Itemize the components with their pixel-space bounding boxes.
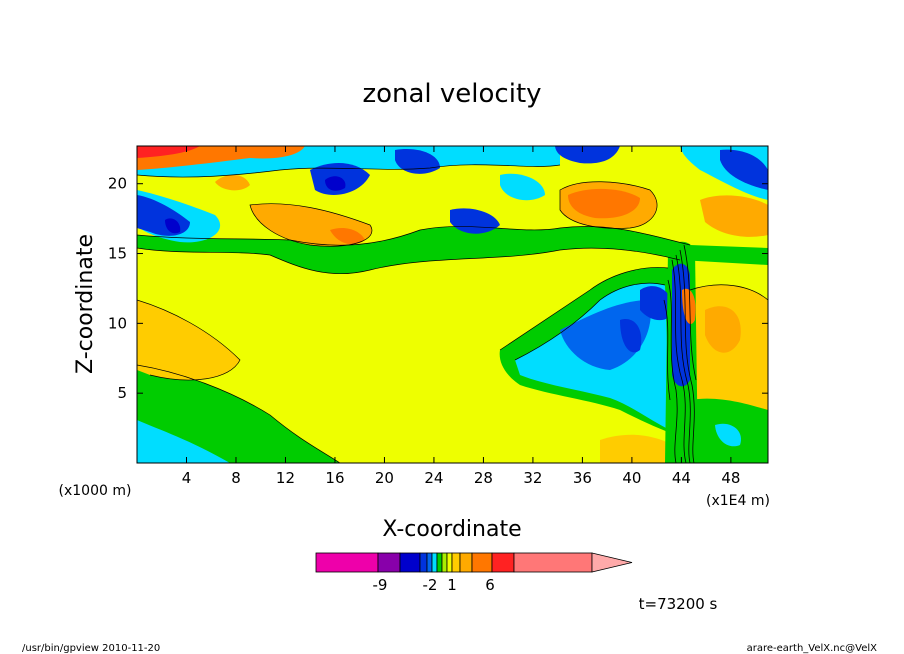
field-region bbox=[560, 300, 651, 370]
field-region bbox=[555, 146, 620, 164]
colorbar-swatch bbox=[459, 552, 473, 573]
colorbar-arrow bbox=[591, 552, 633, 573]
colorbar-swatch bbox=[451, 552, 461, 573]
chart-title: zonal velocity bbox=[362, 79, 541, 109]
colorbar-label: -9 bbox=[373, 576, 388, 594]
plot-area bbox=[137, 146, 768, 463]
colorbar-label: -2 bbox=[423, 576, 438, 594]
colorbar-swatch bbox=[441, 552, 448, 573]
field-region bbox=[215, 174, 250, 191]
x-tick-label: 12 bbox=[276, 469, 295, 487]
x-axis: 4 8 12 16 20 24 28 32 36 40 44 48 bbox=[182, 146, 740, 487]
colorbar-labels: -9 -2 1 6 bbox=[373, 576, 495, 594]
x-tick-label: 36 bbox=[573, 469, 592, 487]
x-tick-label: 40 bbox=[622, 469, 641, 487]
field-region bbox=[705, 306, 741, 353]
field-region bbox=[620, 319, 642, 353]
x-tick-label: 24 bbox=[424, 469, 443, 487]
x-tick-label: 48 bbox=[721, 469, 740, 487]
field-region bbox=[137, 365, 340, 463]
x-unit-right-label: (x1E4 m) bbox=[706, 493, 770, 509]
field-region bbox=[395, 149, 440, 174]
y-tick-label: 15 bbox=[108, 245, 127, 263]
x-axis-title: X-coordinate bbox=[382, 517, 521, 542]
footer-left: /usr/bin/gpview 2010-11-20 bbox=[22, 643, 160, 654]
y-axis: 5 10 15 20 bbox=[108, 175, 768, 402]
y-tick-label: 10 bbox=[108, 314, 127, 332]
colorbar-swatch bbox=[419, 552, 428, 573]
colorbar-swatch bbox=[471, 552, 493, 573]
wave-contours bbox=[663, 244, 697, 463]
field-region bbox=[137, 300, 240, 380]
x-tick-label: 20 bbox=[375, 469, 394, 487]
field-region bbox=[600, 434, 680, 463]
x-tick-label: 4 bbox=[182, 469, 192, 487]
colorbar-swatch bbox=[446, 552, 453, 573]
y-axis-title: Z-coordinate bbox=[73, 234, 98, 374]
field-region bbox=[165, 218, 181, 234]
colorbar-swatch bbox=[315, 552, 379, 573]
x-tick-label: 28 bbox=[474, 469, 493, 487]
x-unit-label: (x1000 m) bbox=[59, 483, 132, 499]
field-region bbox=[720, 149, 768, 190]
y-tick-label: 5 bbox=[117, 384, 127, 402]
field-region bbox=[715, 423, 741, 447]
field-region bbox=[325, 176, 346, 191]
field-region bbox=[500, 173, 545, 201]
colorbar-swatch bbox=[436, 552, 443, 573]
field-region bbox=[330, 228, 365, 245]
colorbar-label: 1 bbox=[447, 576, 457, 594]
x-tick-label: 16 bbox=[325, 469, 344, 487]
colorbar-swatch bbox=[399, 552, 421, 573]
x-tick-label: 8 bbox=[231, 469, 241, 487]
field-region bbox=[137, 146, 200, 158]
colorbar-swatch bbox=[513, 552, 593, 573]
colorbar bbox=[315, 552, 633, 573]
colorbar-label: 6 bbox=[485, 576, 495, 594]
plot-frame bbox=[136, 145, 769, 464]
field-region bbox=[700, 195, 768, 237]
contour-lines bbox=[137, 164, 768, 463]
time-label: t=73200 s bbox=[639, 595, 718, 613]
y-tick-label: 20 bbox=[108, 175, 127, 193]
x-tick-label: 32 bbox=[523, 469, 542, 487]
field-region bbox=[568, 188, 640, 219]
footer-right: arare-earth_VelX.nc@VelX bbox=[747, 643, 878, 654]
field-region bbox=[137, 420, 230, 463]
colorbar-swatch bbox=[426, 552, 433, 573]
colorbar-swatch bbox=[431, 552, 438, 573]
colorbar-swatch bbox=[377, 552, 401, 573]
colorbar-swatch bbox=[491, 552, 515, 573]
x-tick-label: 44 bbox=[672, 469, 691, 487]
